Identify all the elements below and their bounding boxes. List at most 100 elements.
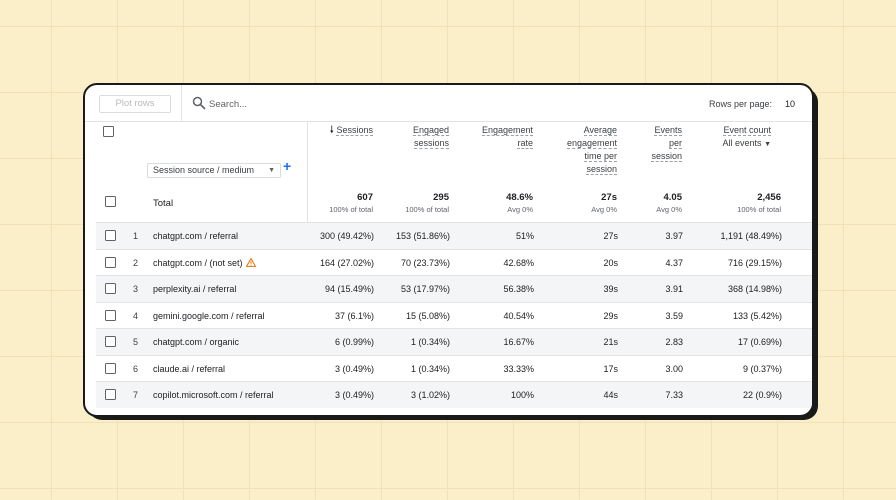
row-checkbox[interactable] [105,256,116,268]
event-filter-label: All events [722,138,762,148]
row-source-medium: claude.ai / referral [153,364,225,374]
column-header-engaged-sessions[interactable]: Engaged sessions [395,124,449,150]
source-medium-label: claude.ai / referral [153,363,226,374]
header-checkbox[interactable] [103,126,114,137]
total-subtext: 100% of total [737,205,781,214]
cell-event-count: 9 (0.37%) [742,363,782,374]
cell-engaged-sessions: 70 (23.73%) [400,257,450,268]
cell-event-count: 133 (5.42%) [732,310,782,321]
cell-sessions: 300 (49.42%) [319,231,374,241]
table-row[interactable]: 7 copilot.microsoft.com / referral 3 (0.49… [96,381,812,408]
cell-engagement-rate: 42.68% [503,257,534,268]
column-header-label: Events per session [651,125,682,162]
row-checkbox[interactable] [105,283,116,294]
cell-events-per-session: 7.33 [665,390,683,400]
total-value: 4.05 [663,192,683,203]
cell-engagement-rate: 100% [510,390,534,400]
cell-sessions: 3 (0.49%) [334,390,374,400]
total-sessions: 607 100% of total [305,191,373,216]
cell-events-per-session: 3.91 [665,284,683,294]
row-index: 7 [133,390,139,400]
column-header-sessions[interactable]: 🠗 Sessions [315,124,373,137]
table-row[interactable]: 2 chatgpt.com / (not set) 164 (27.02%) 70 (… [96,248,812,276]
cell-event-count: 17 (0.69%) [737,337,782,347]
cell-avg-engagement-time: 39s [603,284,618,294]
row-checkbox[interactable] [105,230,116,241]
source-medium-label: gemini.google.com / referral [153,310,265,321]
row-index: 4 [133,310,139,321]
row-source-medium: gemini.google.com / referral [153,311,265,321]
total-subtext: 100% of total [329,205,373,214]
cell-engaged-sessions: 1 (0.34%) [410,363,450,374]
column-header-label: Engaged sessions [412,125,449,149]
row-checkbox[interactable] [105,309,116,321]
cell-sessions: 3 (0.49%) [334,363,374,374]
total-subtext: Avg 0% [591,205,617,214]
cell-sessions: 94 (15.49%) [324,284,374,294]
rows-per-page-select[interactable]: 10 [785,99,796,109]
total-engaged-sessions: 295 100% of total [381,191,449,216]
total-row-checkbox[interactable] [105,196,116,207]
caret-down-icon: ▼ [764,141,771,148]
plot-rows-button[interactable]: Plot rows [99,95,171,113]
source-medium-label: chatgpt.com / (not set) [153,257,243,268]
source-medium-label: chatgpt.com / organic [153,337,240,347]
column-header-event-count[interactable]: Event count All events ▼ [705,124,771,151]
row-index: 2 [133,257,139,268]
cell-engagement-rate: 16.67% [503,337,534,347]
column-header-avg-engagement-time[interactable]: Average engagement time per session [555,124,617,176]
table-row[interactable]: 3 perplexity.ai / referral 94 (15.49%) 53 (… [96,275,812,302]
source-medium-label: copilot.microsoft.com / referral [153,390,274,400]
total-value: 27s [601,192,617,203]
caret-down-icon: ▼ [268,167,275,174]
dimension-select[interactable]: Session source / medium ▼ [147,163,281,178]
total-avg-engagement-time: 27s Avg 0% [549,191,617,216]
cell-engaged-sessions: 53 (17.97%) [400,284,450,294]
total-subtext: Avg 0% [507,205,533,214]
row-checkbox[interactable] [105,389,116,400]
row-index: 3 [133,284,139,294]
cell-avg-engagement-time: 17s [603,363,618,374]
table-row[interactable]: 1 chatgpt.com / referral 300 (49.42%) 153 (… [96,222,812,249]
rows-per-page-label: Rows per page: [709,99,773,109]
row-source-medium: perplexity.ai / referral [153,284,236,294]
column-header-label: Sessions [336,125,373,136]
cell-engaged-sessions: 153 (51.86%) [395,231,450,241]
dimension-select-label: Session source / medium [153,165,255,175]
row-index: 1 [133,231,139,241]
cell-engaged-sessions: 15 (5.08%) [405,310,450,321]
total-value: 607 [357,192,373,203]
table-toolbar: Plot rows Rows per page: 10 [85,85,812,122]
row-index: 5 [133,337,139,347]
table-row[interactable]: 6 claude.ai / referral 3 (0.49%) 1 (0.34%) 3… [96,354,812,382]
total-value: 2,456 [757,192,781,203]
cell-event-count: 22 (0.9%) [742,390,782,400]
search-input[interactable] [209,95,509,113]
total-event-count: 2,456 100% of total [693,191,781,216]
column-header-events-per-session[interactable]: Events per session [640,124,682,163]
cell-avg-engagement-time: 20s [603,257,618,268]
sort-down-icon: 🠗 [329,125,334,136]
cell-event-count: 368 (14.98%) [727,284,782,294]
column-header-engagement-rate[interactable]: Engagement rate [473,124,533,150]
report-table-card: Plot rows Rows per page: 10 Session sour… [83,83,814,417]
cell-sessions: 6 (0.99%) [334,337,374,347]
column-header-label: Average engagement time per session [566,125,617,175]
search-icon[interactable] [192,96,206,110]
row-checkbox[interactable] [105,362,116,374]
cell-events-per-session: 2.83 [665,337,683,347]
table-row[interactable]: 4 gemini.google.com / referral 37 (6.1%) 15… [96,301,812,329]
cell-avg-engagement-time: 29s [603,310,618,321]
add-dimension-icon[interactable]: + [283,158,292,174]
total-value: 48.6% [506,192,533,203]
toolbar-divider [181,85,182,122]
row-checkbox[interactable] [105,336,116,347]
column-header-label: Event count [723,125,771,136]
table-header: Session source / medium ▼ + 🠗 Sessions E… [85,122,812,222]
total-subtext: 100% of total [405,205,449,214]
cell-events-per-session: 3.59 [665,310,683,321]
table-row[interactable]: 5 chatgpt.com / organic 6 (0.99%) 1 (0.34%)… [96,328,812,355]
cell-avg-engagement-time: 21s [603,337,618,347]
event-filter-select[interactable]: All events ▼ [723,138,771,148]
warning-icon[interactable] [245,257,256,267]
